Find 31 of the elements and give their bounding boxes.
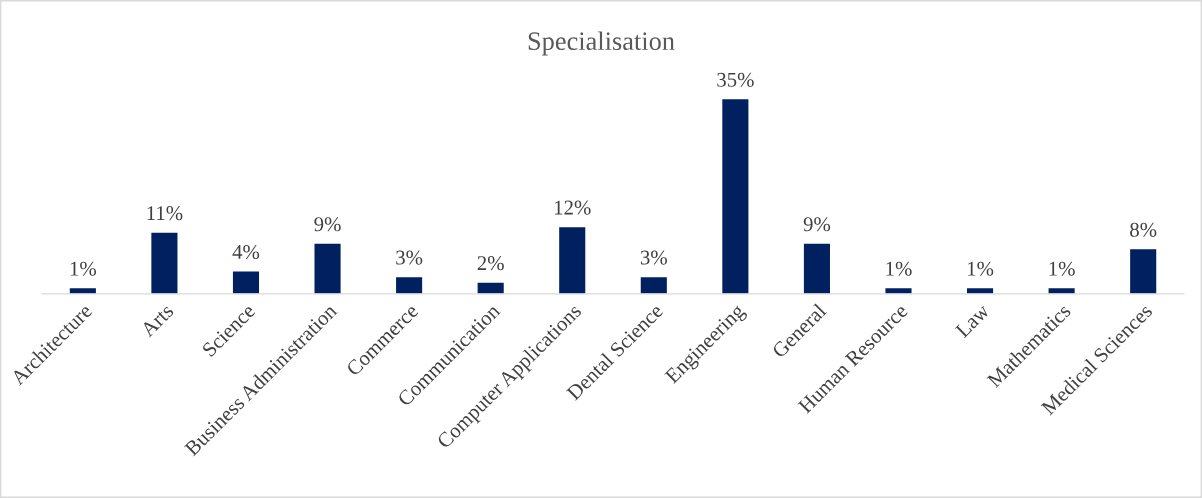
bar [314, 243, 341, 294]
bar [151, 232, 178, 294]
bar [640, 277, 667, 294]
x-tick-label: Arts [139, 303, 175, 338]
bar [722, 99, 749, 294]
bar [885, 288, 912, 294]
bar [1048, 288, 1075, 294]
data-label: 12% [554, 200, 591, 215]
data-label: 35% [717, 72, 754, 87]
data-label: 9% [314, 217, 341, 232]
data-label: 3% [396, 250, 423, 265]
data-label: 1% [1049, 261, 1075, 276]
bar [477, 282, 504, 294]
bar [559, 227, 586, 294]
data-label: 8% [1130, 222, 1157, 237]
bar [232, 271, 260, 294]
bar [803, 243, 830, 294]
chart-title: Specialisation [528, 31, 675, 56]
data-label: 9% [803, 217, 831, 232]
bar [396, 277, 423, 294]
data-label: 1% [70, 261, 97, 276]
data-label: 1% [968, 261, 994, 276]
x-tick-label: Law [954, 302, 991, 339]
data-label: 11% [147, 206, 183, 221]
bar [1130, 249, 1157, 294]
data-label: 4% [232, 244, 260, 260]
bar [967, 288, 994, 294]
data-label: 3% [640, 250, 667, 265]
data-label: 1% [886, 261, 912, 276]
bar [69, 288, 96, 294]
data-label: 2% [477, 256, 504, 271]
